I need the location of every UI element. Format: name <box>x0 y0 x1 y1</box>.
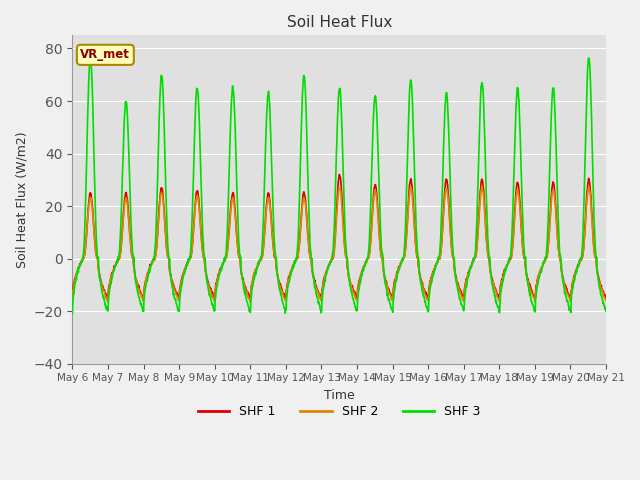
Title: Soil Heat Flux: Soil Heat Flux <box>287 15 392 30</box>
Legend: SHF 1, SHF 2, SHF 3: SHF 1, SHF 2, SHF 3 <box>193 400 486 423</box>
X-axis label: Time: Time <box>324 389 355 402</box>
Y-axis label: Soil Heat Flux (W/m2): Soil Heat Flux (W/m2) <box>15 131 28 268</box>
Text: VR_met: VR_met <box>81 48 131 61</box>
